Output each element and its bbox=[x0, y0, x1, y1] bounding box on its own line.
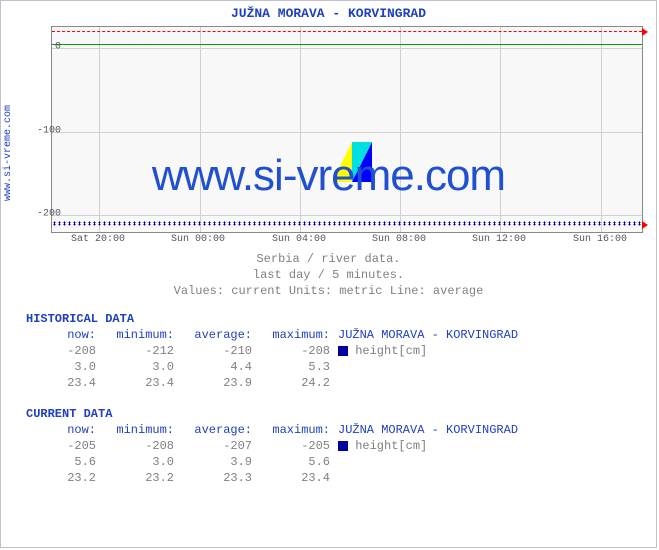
col-header: average: bbox=[182, 327, 260, 343]
y-tick-label: -100 bbox=[21, 126, 61, 137]
table-row: -208 -212 -210 -208 height[cm] bbox=[26, 343, 566, 359]
col-header: now: bbox=[26, 327, 104, 343]
unit-label: height[cm] bbox=[355, 344, 427, 358]
vgridline bbox=[200, 27, 201, 232]
chart-caption: Serbia / river data. last day / 5 minute… bbox=[1, 251, 656, 299]
cell: 5.6 bbox=[26, 454, 104, 470]
plot-area bbox=[51, 26, 643, 233]
vgridline bbox=[500, 27, 501, 232]
table-row: 23.4 23.4 23.9 24.2 bbox=[26, 375, 566, 391]
table-header-row: now: minimum: average: maximum: JUŽNA MO… bbox=[26, 327, 566, 343]
col-header: minimum: bbox=[104, 327, 182, 343]
zero-reference-line bbox=[52, 44, 642, 45]
unit-label: height[cm] bbox=[355, 439, 427, 453]
cell: 23.9 bbox=[182, 375, 260, 391]
cell: 24.2 bbox=[260, 375, 338, 391]
historical-section: HISTORICAL DATA now: minimum: average: m… bbox=[26, 311, 566, 391]
logo-icon bbox=[332, 142, 372, 182]
col-header: minimum: bbox=[104, 422, 182, 438]
cell: -207 bbox=[182, 438, 260, 454]
caption-line: last day / 5 minutes. bbox=[1, 267, 656, 283]
table-header-row: now: minimum: average: maximum: JUŽNA MO… bbox=[26, 422, 566, 438]
chart-container: www.si-vreme.com JUŽNA MORAVA - KORVINGR… bbox=[0, 0, 657, 548]
cell: 23.3 bbox=[182, 470, 260, 486]
table-row: 5.6 3.0 3.9 5.6 bbox=[26, 454, 566, 470]
arrow-icon bbox=[642, 28, 648, 36]
gridline bbox=[52, 132, 642, 133]
x-tick-label: Sun 12:00 bbox=[472, 234, 526, 245]
cell: 4.4 bbox=[182, 359, 260, 375]
vgridline bbox=[601, 27, 602, 232]
data-table: now: minimum: average: maximum: JUŽNA MO… bbox=[26, 422, 566, 486]
x-tick-label: Sun 08:00 bbox=[372, 234, 426, 245]
cell: 23.2 bbox=[26, 470, 104, 486]
chart-title: JUŽNA MORAVA - KORVINGRAD bbox=[1, 6, 656, 21]
cell: 3.0 bbox=[104, 359, 182, 375]
cell: 5.6 bbox=[260, 454, 338, 470]
caption-line: Values: current Units: metric Line: aver… bbox=[1, 283, 656, 299]
cell: 5.3 bbox=[260, 359, 338, 375]
cell: -208 bbox=[104, 438, 182, 454]
station-name: JUŽNA MORAVA - KORVINGRAD bbox=[338, 422, 566, 438]
station-name: JUŽNA MORAVA - KORVINGRAD bbox=[338, 327, 566, 343]
cell: 3.0 bbox=[104, 454, 182, 470]
table-row: -205 -208 -207 -205 height[cm] bbox=[26, 438, 566, 454]
col-header: now: bbox=[26, 422, 104, 438]
section-header: HISTORICAL DATA bbox=[26, 311, 566, 327]
col-header: maximum: bbox=[260, 327, 338, 343]
y-tick-label: 0 bbox=[21, 42, 61, 53]
cell: 23.4 bbox=[104, 375, 182, 391]
table-row: 23.2 23.2 23.3 23.4 bbox=[26, 470, 566, 486]
cell: 3.0 bbox=[26, 359, 104, 375]
cell-label: height[cm] bbox=[338, 343, 566, 359]
cell: -208 bbox=[260, 343, 338, 359]
x-tick-label: Sun 04:00 bbox=[272, 234, 326, 245]
data-table: now: minimum: average: maximum: JUŽNA MO… bbox=[26, 327, 566, 391]
cell: 23.4 bbox=[26, 375, 104, 391]
cell: -205 bbox=[260, 438, 338, 454]
y-tick-label: -200 bbox=[21, 209, 61, 220]
threshold-line bbox=[52, 31, 642, 32]
col-header: maximum: bbox=[260, 422, 338, 438]
cell: -212 bbox=[104, 343, 182, 359]
section-header: CURRENT DATA bbox=[26, 406, 566, 422]
cell-label: height[cm] bbox=[338, 438, 566, 454]
gridline bbox=[52, 48, 642, 49]
cell: -208 bbox=[26, 343, 104, 359]
cell: 3.9 bbox=[182, 454, 260, 470]
caption-line: Serbia / river data. bbox=[1, 251, 656, 267]
vgridline bbox=[99, 27, 100, 232]
col-header: average: bbox=[182, 422, 260, 438]
site-label-vertical: www.si-vreme.com bbox=[3, 105, 14, 201]
table-row: 3.0 3.0 4.4 5.3 bbox=[26, 359, 566, 375]
data-line-avg bbox=[52, 223, 642, 226]
vgridline bbox=[400, 27, 401, 232]
vgridline bbox=[300, 27, 301, 232]
cell: 23.4 bbox=[260, 470, 338, 486]
x-tick-label: Sun 16:00 bbox=[573, 234, 627, 245]
x-tick-label: Sat 20:00 bbox=[71, 234, 125, 245]
current-section: CURRENT DATA now: minimum: average: maxi… bbox=[26, 406, 566, 486]
cell: 23.2 bbox=[104, 470, 182, 486]
arrow-icon bbox=[642, 221, 648, 229]
cell: -205 bbox=[26, 438, 104, 454]
x-tick-label: Sun 00:00 bbox=[171, 234, 225, 245]
series-marker-icon bbox=[338, 346, 348, 356]
gridline bbox=[52, 215, 642, 216]
cell: -210 bbox=[182, 343, 260, 359]
series-marker-icon bbox=[338, 441, 348, 451]
